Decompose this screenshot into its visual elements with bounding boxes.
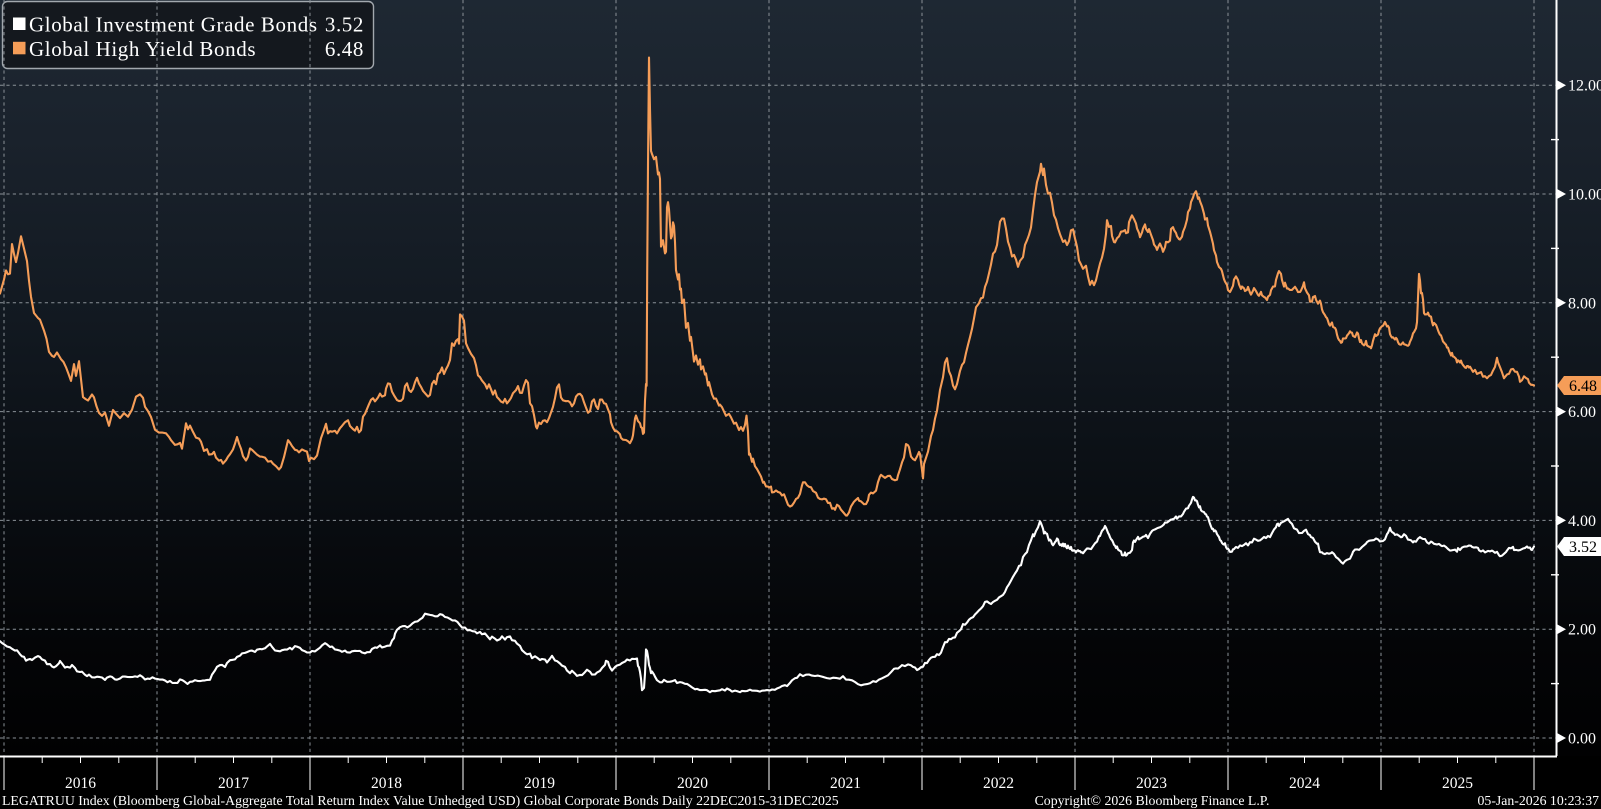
svg-text:05-Jan-2026 10:23:37: 05-Jan-2026 10:23:37 (1478, 793, 1600, 808)
svg-text:10.00: 10.00 (1568, 187, 1601, 204)
svg-text:2025: 2025 (1442, 775, 1473, 792)
svg-text:2019: 2019 (524, 775, 555, 792)
svg-text:2023: 2023 (1136, 775, 1167, 792)
svg-text:4.00: 4.00 (1568, 513, 1596, 530)
svg-text:8.00: 8.00 (1568, 295, 1596, 312)
svg-text:0.00: 0.00 (1568, 731, 1596, 748)
svg-text:2022: 2022 (983, 775, 1014, 792)
svg-text:12.00: 12.00 (1568, 78, 1601, 95)
svg-text:Copyright© 2026 Bloomberg Fina: Copyright© 2026 Bloomberg Finance L.P. (1035, 793, 1270, 808)
svg-text:2017: 2017 (218, 775, 249, 792)
svg-text:2024: 2024 (1289, 775, 1320, 792)
svg-text:2018: 2018 (371, 775, 402, 792)
svg-text:2020: 2020 (677, 775, 708, 792)
svg-text:6.48: 6.48 (1569, 378, 1597, 395)
svg-text:2.00: 2.00 (1568, 622, 1596, 639)
svg-text:2021: 2021 (830, 775, 861, 792)
svg-text:2016: 2016 (65, 775, 96, 792)
svg-text:6.48: 6.48 (325, 37, 364, 61)
svg-text:6.00: 6.00 (1568, 404, 1596, 421)
svg-text:LEGATRUU Index (Bloomberg Glob: LEGATRUU Index (Bloomberg Global-Aggrega… (2, 793, 839, 809)
svg-text:Global High Yield Bonds: Global High Yield Bonds (29, 37, 256, 61)
svg-text:Global Investment Grade Bonds: Global Investment Grade Bonds (29, 13, 318, 37)
svg-text:3.52: 3.52 (325, 13, 364, 37)
svg-text:3.52: 3.52 (1569, 539, 1597, 556)
